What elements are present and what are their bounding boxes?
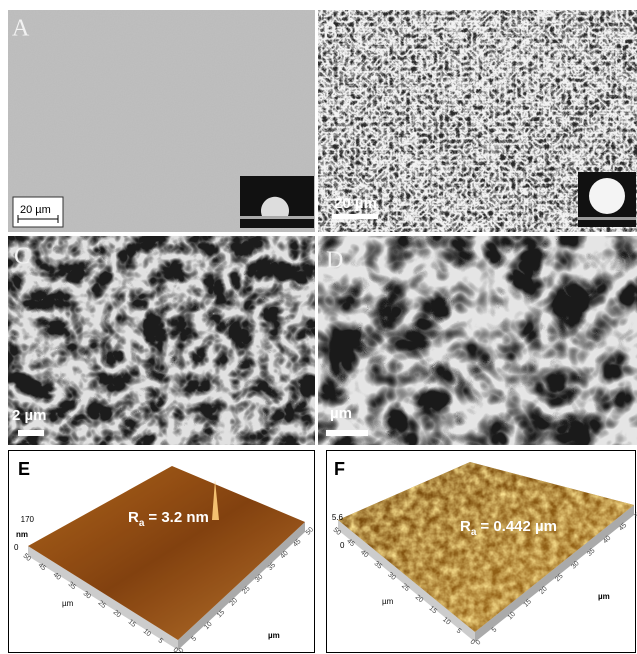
scale-bar-label: 20 µm <box>334 195 377 212</box>
axis-unit-label: µm <box>598 592 610 601</box>
axis-unit-label: µm <box>62 599 74 608</box>
roughness-value: = 0.442 µm <box>480 518 557 535</box>
z-min-label: 0 <box>14 543 19 552</box>
roughness-symbol: R <box>460 518 471 535</box>
axis-unit-label: µm <box>268 631 280 640</box>
roughness-subscript: a <box>471 527 477 538</box>
roughness-symbol: R <box>128 509 139 526</box>
z-max-label: 5.6 <box>332 513 344 522</box>
panel-label: F <box>334 459 345 479</box>
panel-label: C <box>14 244 30 270</box>
panel-label: E <box>18 459 30 479</box>
z-max-label: 170 <box>21 515 35 524</box>
z-min-label: 0 <box>340 541 345 550</box>
roughness-value: = 3.2 nm <box>148 509 208 526</box>
panel-label: B <box>322 20 338 46</box>
panel-label: D <box>326 248 343 274</box>
roughness-subscript: a <box>139 518 145 529</box>
scale-bar-label: 20 µm <box>20 204 51 216</box>
scale-bar-label: 2 µm <box>12 407 47 424</box>
figure: A20 µmB20 µmC2 µmDµmERa= 3.2 nm170nm0µmµ… <box>0 0 637 654</box>
panel-c <box>8 236 315 445</box>
panel-a <box>8 10 315 232</box>
panel-d <box>318 236 637 445</box>
axis-unit-label: µm <box>382 597 394 606</box>
scale-bar-label: µm <box>330 405 352 422</box>
panel-e <box>0 450 320 653</box>
z-unit-label: nm <box>16 530 28 539</box>
panel-label: A <box>12 16 30 42</box>
